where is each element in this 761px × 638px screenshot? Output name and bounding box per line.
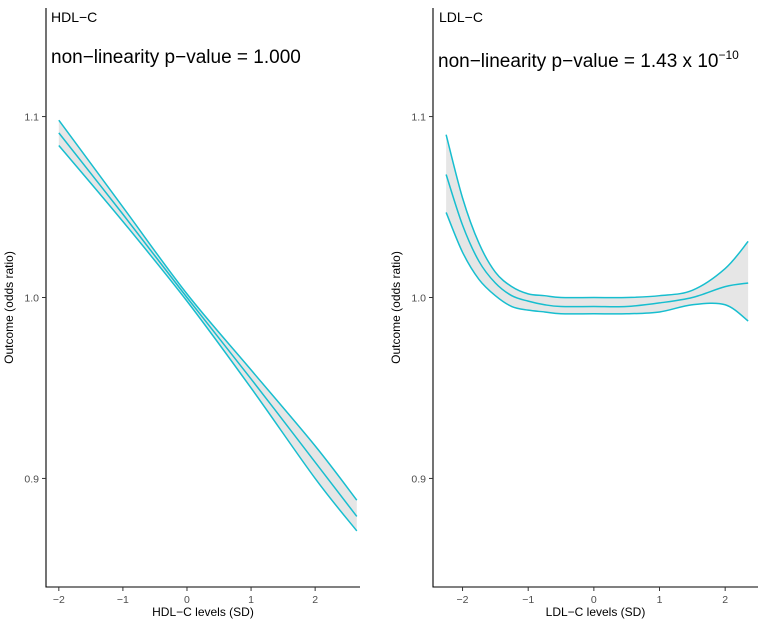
- ldl-c-y-axis-title: Outcome (odds ratio): [389, 251, 403, 364]
- hdl-c-x-tick-label: −1: [117, 594, 129, 606]
- ldl-c-tick-marks: [429, 116, 726, 591]
- ldl-c-confidence-band: [446, 134, 749, 322]
- ldl-c-upper-ci-line: [445, 134, 749, 299]
- ldl-c-y-tick-label: 1.0: [411, 293, 426, 305]
- ldl-c-x-tick-label: −2: [457, 594, 469, 606]
- ldl-c-x-tick-label: 0: [591, 594, 597, 606]
- ldl-c-x-tick-label: 2: [722, 594, 728, 606]
- hdl-c-tick-marks: [42, 116, 316, 591]
- ldl-c-tick-labels: −2 −1 0 1 2 0.9 1.0 1.1: [411, 112, 728, 606]
- ldl-c-x-axis-title: LDL−C levels (SD): [546, 605, 646, 619]
- ldl-c-lower-ci-line: [445, 212, 749, 322]
- ldl-c-nonlinearity-annotation: non−linearity p−value = 1.43 x 10−10: [438, 48, 739, 72]
- hdl-c-y-tick-label: 1.0: [24, 293, 39, 305]
- hdl-c-tick-labels: −2 −1 0 1 2 0.9 1.0 1.1: [24, 112, 318, 606]
- ldl-c-annotation-text: non−linearity p−value = 1.43 x 10: [438, 51, 718, 72]
- hdl-c-x-tick-label: −2: [53, 594, 65, 606]
- ldl-c-y-tick-label: 0.9: [411, 473, 426, 485]
- hdl-c-confidence-band: [58, 120, 357, 531]
- hdl-c-x-axis-title: HDL−C levels (SD): [152, 605, 254, 619]
- ldl-c-axes: [432, 8, 758, 588]
- ldl-c-x-tick-label: −1: [522, 594, 534, 606]
- hdl-c-y-axis-title: Outcome (odds ratio): [2, 251, 16, 364]
- ldl-c-panel-title: LDL−C: [439, 9, 483, 25]
- hdl-c-panel: HDL−C non−linearity p−value = 1.000 −2 −1…: [2, 8, 360, 619]
- ldl-c-x-tick-label: 1: [657, 594, 663, 606]
- ldl-c-panel: LDL−C non−linearity p−value = 1.43 x 10−…: [389, 8, 758, 619]
- hdl-c-x-tick-label: 2: [312, 594, 318, 606]
- hdl-c-y-tick-label: 1.1: [24, 112, 39, 124]
- hdl-c-estimate-line: [58, 132, 358, 517]
- hdl-c-nonlinearity-annotation: non−linearity p−value = 1.000: [51, 47, 301, 68]
- ldl-c-y-tick-label: 1.1: [411, 112, 426, 124]
- ldl-c-annotation-exponent: −10: [718, 48, 739, 62]
- hdl-c-annotation-text: non−linearity p−value = 1.000: [51, 47, 301, 68]
- hdl-c-axes: [45, 8, 360, 588]
- hdl-c-panel-title: HDL−C: [51, 9, 97, 25]
- ldl-c-estimate-line: [445, 174, 749, 308]
- hdl-c-lower-ci-line: [58, 145, 358, 532]
- hdl-c-upper-ci-line: [58, 119, 358, 501]
- hdl-c-x-tick-label: 1: [248, 594, 254, 606]
- hdl-c-x-tick-label: 0: [184, 594, 190, 606]
- hdl-c-y-tick-label: 0.9: [24, 473, 39, 485]
